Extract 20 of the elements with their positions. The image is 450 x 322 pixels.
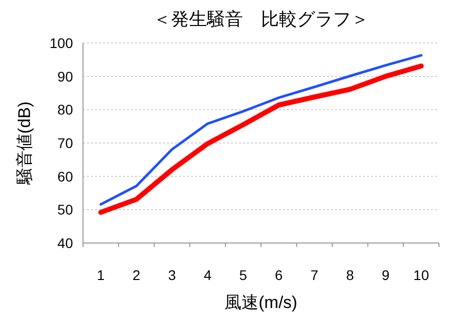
x-tick-label: 9	[382, 267, 390, 283]
chart-title: ＜発生騒音 比較グラフ＞	[153, 9, 369, 29]
x-tick-label: 6	[274, 267, 283, 283]
x-tick-label: 7	[310, 267, 318, 283]
y-tick-label: 90	[57, 68, 74, 84]
x-tick-label: 1	[96, 267, 105, 283]
y-tick-label: 50	[57, 202, 74, 218]
x-tick-label: 3	[168, 267, 176, 283]
x-tick-label: 10	[413, 267, 430, 283]
y-tick-label: 40	[57, 235, 74, 251]
x-tick-label: 2	[132, 267, 140, 283]
y-tick-label: 60	[57, 168, 74, 184]
x-tick-label: 4	[204, 267, 212, 283]
x-axis-title: 風速(m/s)	[224, 293, 298, 312]
x-tick-label: 5	[239, 267, 248, 283]
y-tick-label: 100	[50, 35, 74, 51]
x-tick-label: 8	[346, 267, 354, 283]
y-tick-label: 70	[57, 135, 74, 151]
y-axis-title: 騒音値(dB)	[15, 101, 34, 186]
y-tick-label: 80	[57, 102, 74, 118]
